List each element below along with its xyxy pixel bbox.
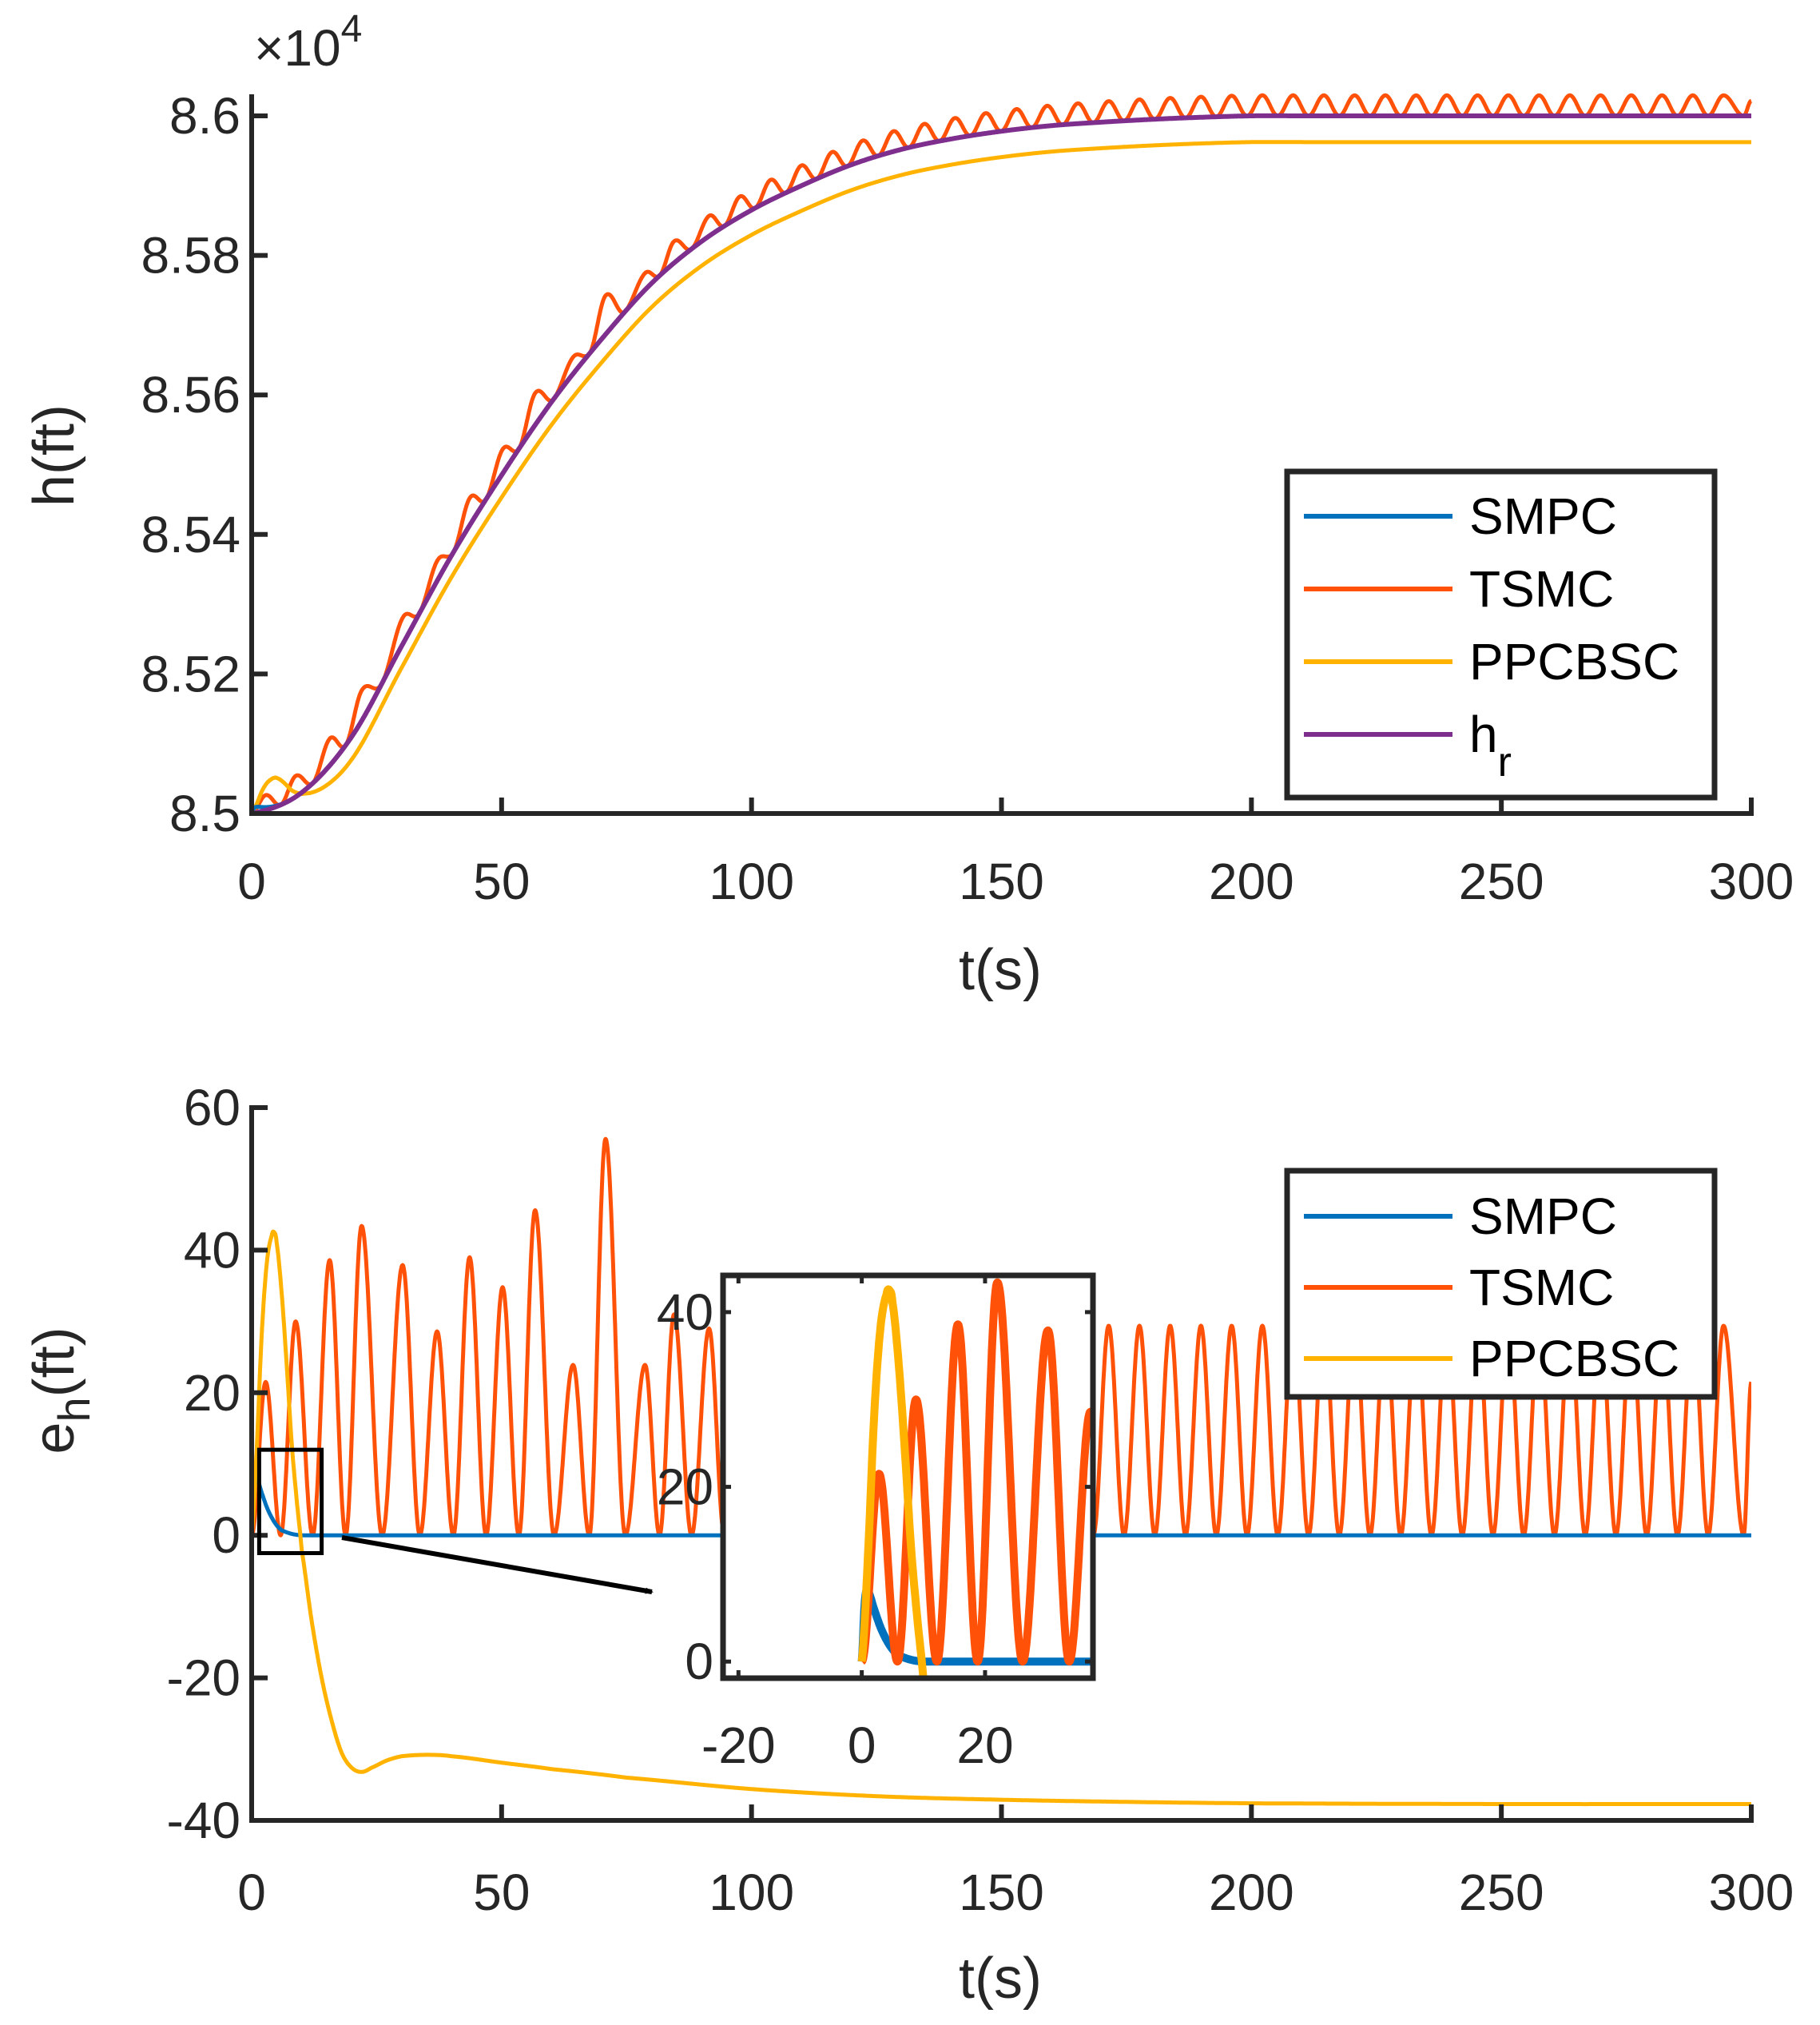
series-line-ppcbsc bbox=[252, 1229, 1751, 1807]
x-tick-label: 50 bbox=[473, 1864, 530, 1921]
legend-item-ppcbsc: PPCBSC bbox=[1304, 633, 1679, 690]
x-tick-label: 250 bbox=[1459, 853, 1544, 910]
inset-line-tsmc bbox=[858, 1278, 1093, 1666]
y-tick-label: 60 bbox=[184, 1079, 240, 1136]
inset-frame bbox=[720, 1272, 1096, 1681]
y-tick-label: -40 bbox=[167, 1792, 241, 1849]
y-tick-label: -20 bbox=[167, 1649, 241, 1707]
legend-label: hr bbox=[1469, 706, 1512, 786]
top-legend: SMPC TSMC PPCBSC hr bbox=[1284, 468, 1718, 801]
x-tick-label: 300 bbox=[1709, 1864, 1794, 1921]
inset-y-tick-label: 40 bbox=[657, 1283, 713, 1341]
x-tick-label: 250 bbox=[1459, 1864, 1544, 1921]
x-tick-label: 200 bbox=[1209, 853, 1294, 910]
legend-label: TSMC bbox=[1469, 1259, 1614, 1316]
top-y-axis-label: h(ft) bbox=[22, 404, 86, 507]
y-tick-label: 8.6 bbox=[169, 87, 240, 145]
legend-label: PPCBSC bbox=[1469, 633, 1679, 690]
inset-y-tick-label: 0 bbox=[685, 1633, 713, 1690]
y-tick-label: 8.58 bbox=[141, 227, 240, 284]
x-tick-label: 100 bbox=[709, 1864, 794, 1921]
x-tick-label: 200 bbox=[1209, 1864, 1294, 1921]
y-tick-label: 40 bbox=[184, 1221, 240, 1279]
top-y-exponent: ×104 bbox=[254, 8, 362, 77]
y-tick-label: 8.5 bbox=[169, 785, 240, 842]
x-tick-label: 50 bbox=[473, 853, 530, 910]
y-tick-label: 20 bbox=[184, 1364, 240, 1422]
inset-y-tick-label: 20 bbox=[657, 1458, 713, 1516]
top-chart: 0 50 100 150 200 250 300 8.5 8.52 8.54 8.56 8.58 8.6… bbox=[22, 8, 1794, 1002]
y-tick-label: 0 bbox=[212, 1506, 240, 1564]
series-line-ppcbsc bbox=[250, 140, 1753, 815]
legend-label: TSMC bbox=[1469, 560, 1614, 618]
bottom-x-axis-label: t(s) bbox=[959, 1947, 1042, 2011]
legend-item-smpc: SMPC bbox=[1304, 1188, 1617, 1245]
top-plot-lines bbox=[249, 93, 1754, 816]
bottom-y-axis-label: eh(ft) bbox=[22, 1327, 99, 1454]
x-tick-label: 0 bbox=[237, 853, 266, 910]
x-tick-label: 100 bbox=[709, 853, 794, 910]
inset-plot-lines bbox=[857, 1278, 1093, 1678]
y-tick-label: 8.54 bbox=[141, 506, 240, 563]
legend-item-smpc: SMPC bbox=[1304, 487, 1617, 545]
x-tick-label: 150 bbox=[959, 1864, 1044, 1921]
legend-label: SMPC bbox=[1469, 487, 1617, 545]
legend-label: PPCBSC bbox=[1469, 1330, 1679, 1387]
inset-ticks: -20 0 20 0 20 40 bbox=[657, 1275, 1093, 1774]
legend-item-tsmc: TSMC bbox=[1304, 560, 1614, 618]
y-tick-label: 8.56 bbox=[141, 366, 240, 424]
legend-item-hr: hr bbox=[1304, 706, 1512, 786]
zoom-arrow bbox=[341, 1535, 654, 1594]
x-tick-label: 0 bbox=[237, 1864, 266, 1921]
y-tick-label: 8.52 bbox=[141, 645, 240, 702]
inset-x-tick-label: 0 bbox=[848, 1717, 876, 1774]
x-tick-label: 150 bbox=[959, 853, 1044, 910]
inset-line-ppcbsc bbox=[857, 1285, 928, 1678]
legend-item-ppcbsc: PPCBSC bbox=[1304, 1330, 1679, 1387]
bottom-legend: SMPC TSMC PPCBSC bbox=[1284, 1168, 1718, 1400]
inset-chart: -20 0 20 0 20 40 bbox=[657, 1272, 1096, 1774]
inset-x-tick-label: -20 bbox=[701, 1717, 776, 1774]
inset-x-tick-label: 20 bbox=[956, 1717, 1013, 1774]
top-ticks: 0 50 100 150 200 250 300 8.5 8.52 8.54 8.56 8.58 8.6 bbox=[141, 87, 1794, 910]
top-x-axis-label: t(s) bbox=[959, 938, 1042, 1002]
legend-item-tsmc: TSMC bbox=[1304, 1259, 1614, 1316]
series-line-hr bbox=[249, 113, 1754, 816]
x-tick-label: 300 bbox=[1709, 853, 1794, 910]
zoom-region-box bbox=[256, 1447, 324, 1556]
legend-label: SMPC bbox=[1469, 1188, 1617, 1245]
